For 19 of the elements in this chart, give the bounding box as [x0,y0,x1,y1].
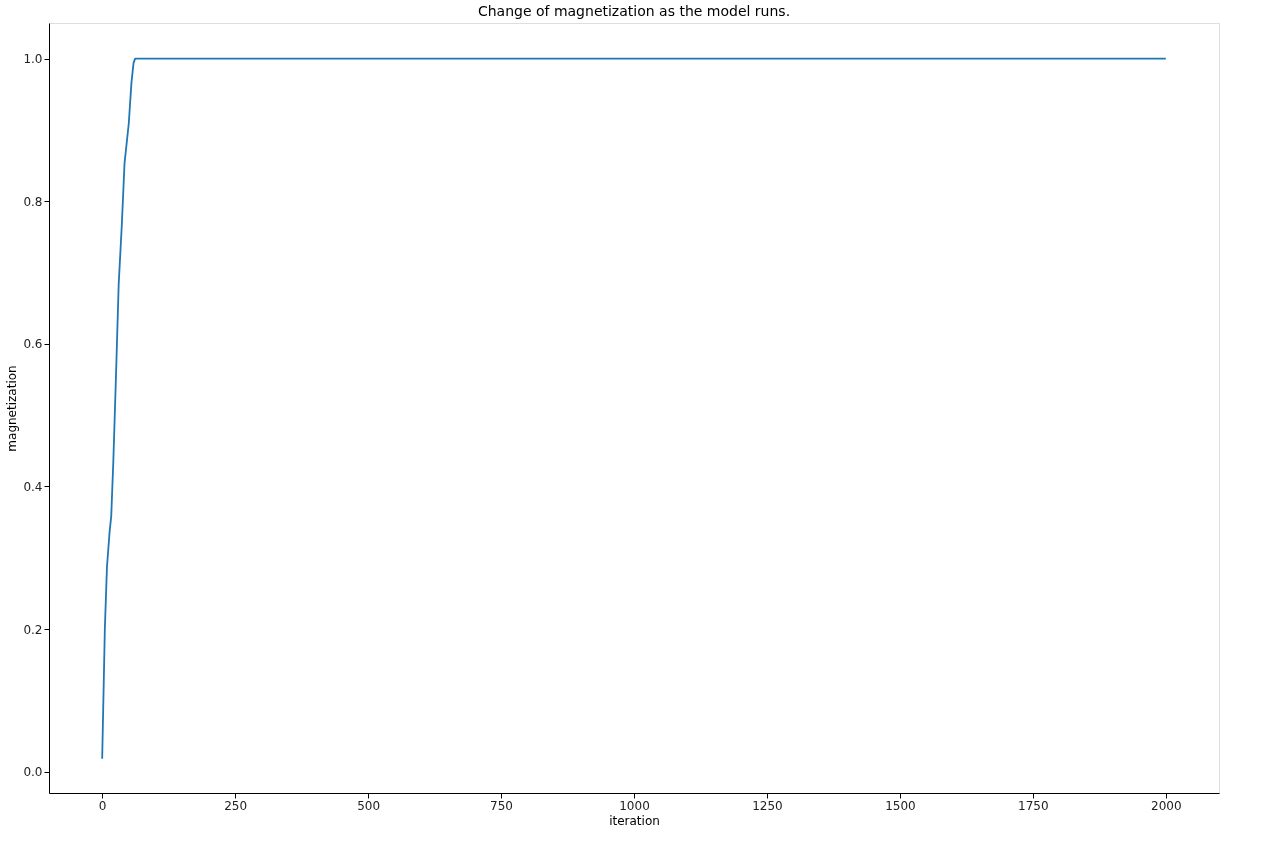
y-tick-label: 1.0 [23,52,43,67]
x-tick-label: 750 [490,798,513,813]
y-tick-label: 0.8 [23,194,43,209]
x-tick-label: 0 [98,798,107,813]
x-tick-label: 1750 [1018,798,1049,813]
x-tick-label: 1250 [752,798,783,813]
x-axis-title: iteration [609,813,660,828]
x-tick-label: 1500 [885,798,916,813]
chart-title: Change of magnetization as the model runs. [477,3,791,19]
x-tick-label: 1000 [619,798,650,813]
x-tick-label: 250 [224,798,248,813]
y-tick-label: 0.6 [23,337,43,352]
y-axis-title: magnetization [5,365,20,452]
y-tick-label: 0.2 [23,622,43,637]
y-tick-label: 0.0 [23,765,43,780]
x-tick-label: 2000 [1151,798,1182,813]
line-series [101,57,1167,760]
x-tick-label: 500 [357,798,381,813]
y-tick-label: 0.4 [23,479,43,494]
